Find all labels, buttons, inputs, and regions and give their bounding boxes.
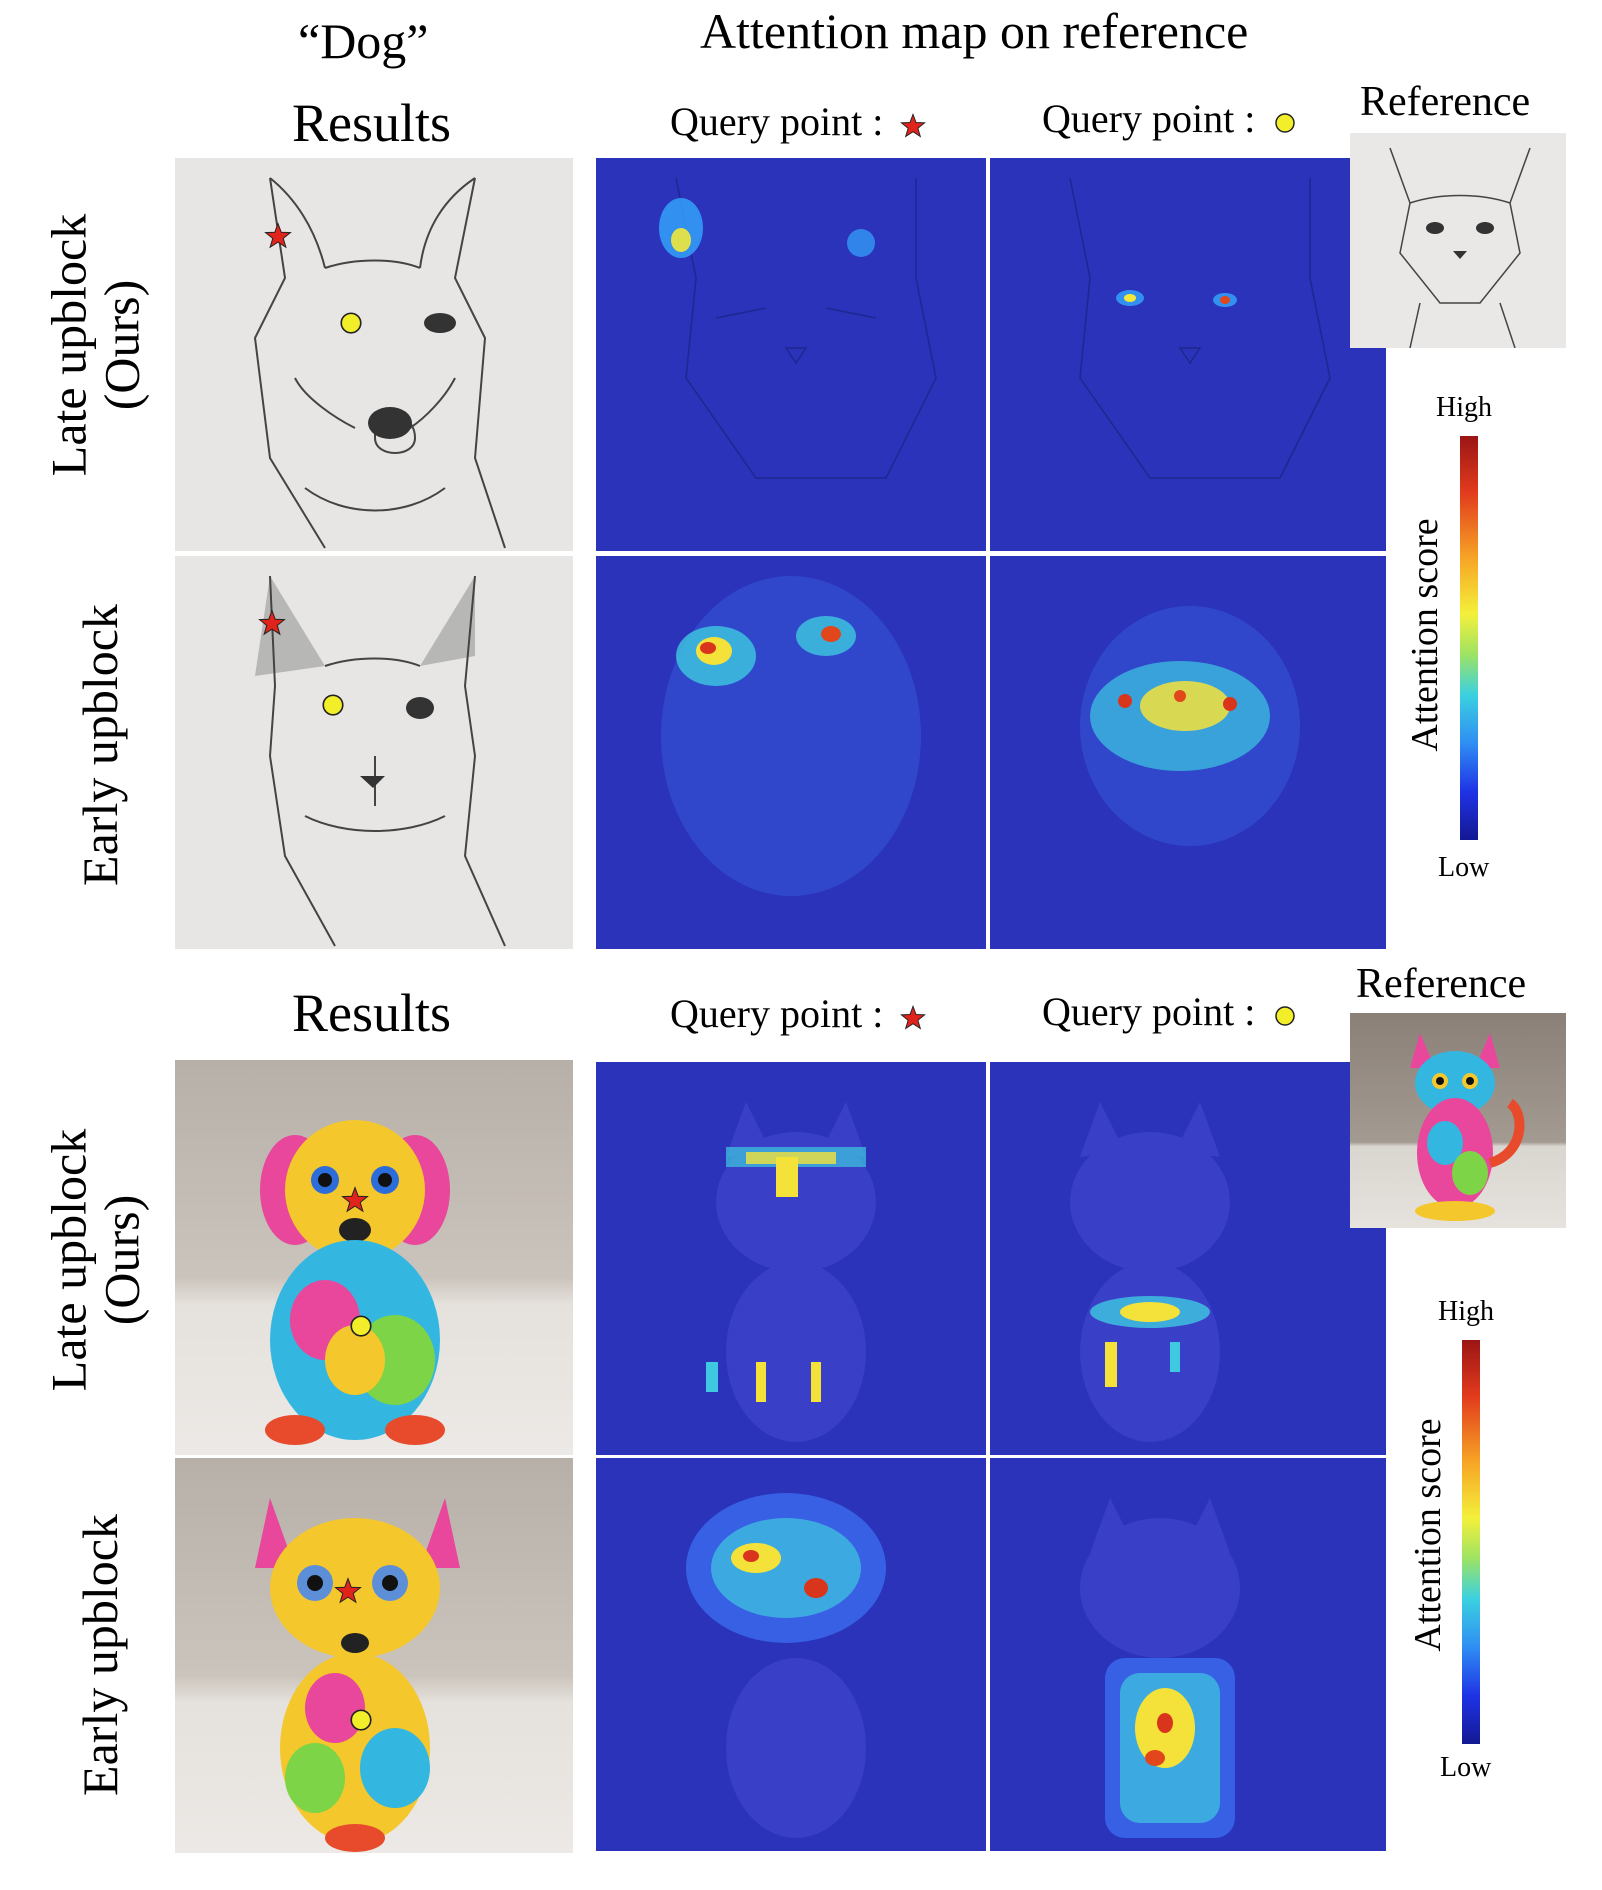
query-circle-label-bottom: Query point : [1042, 988, 1297, 1035]
star-marker-icon [264, 222, 292, 249]
star-marker-icon [341, 1186, 369, 1213]
reference-image-clay [1350, 1013, 1566, 1228]
attention-heatmap [1080, 606, 1300, 846]
query-star-label-bottom: Query point : [670, 990, 927, 1037]
reference-image-sketch [1350, 133, 1566, 348]
query-star-text: Query point : [670, 99, 884, 144]
result-image-late-sketch [175, 158, 573, 551]
attention-heatmap [1080, 1498, 1240, 1838]
dog-sketch-illustration [253, 177, 506, 549]
result-image-late-clay [175, 1060, 573, 1455]
query-star-text: Query point : [670, 991, 884, 1036]
attention-map-late-circle-top [990, 158, 1386, 551]
circle-marker-icon [340, 312, 362, 334]
circle-marker-icon [350, 1315, 372, 1337]
query-circle-text: Query point : [1042, 96, 1256, 141]
row-label-late-line2: (Ours) [93, 1194, 149, 1326]
circle-marker-icon [322, 694, 344, 716]
clay-cat-reference [1410, 1033, 1525, 1221]
results-label-bottom: Results [292, 983, 452, 1043]
row-label-early-top: Early upblock [71, 604, 128, 886]
attention-heatmap [661, 576, 921, 896]
row-label-late-bottom: Late upblock (Ours) [40, 1060, 150, 1460]
colorbar-bottom [1462, 1340, 1480, 1744]
result-image-early-sketch [175, 556, 573, 949]
colorbar-low-label-top: Low [1438, 852, 1490, 883]
star-marker-icon [258, 609, 286, 636]
query-star-label-top: Query point : [670, 98, 927, 145]
row-label-late-top: Late upblock (Ours) [40, 145, 150, 545]
circle-marker-icon [1275, 1006, 1296, 1026]
row-label-late-line2: (Ours) [93, 279, 149, 411]
colorbar-low-label-bottom: Low [1440, 1752, 1492, 1783]
result-image-early-clay [175, 1458, 573, 1853]
circle-marker-icon [350, 1709, 372, 1731]
row-label-late-line1: Late upblock [40, 213, 97, 477]
prompt-title: “Dog” [298, 13, 429, 69]
circle-marker-icon [1275, 113, 1296, 133]
attention-map-early-star-top [596, 556, 986, 949]
clay-dog-illustration [260, 1120, 450, 1445]
attention-heatmap [706, 1102, 876, 1442]
attention-map-title: Attention map on reference [700, 3, 1249, 59]
attention-map-late-star-top [596, 158, 986, 551]
query-circle-label-top: Query point : [1042, 95, 1297, 142]
results-label-top: Results [292, 93, 452, 153]
star-marker-icon [900, 1004, 927, 1030]
colorbar-title-bottom: Attention score [1407, 1418, 1449, 1652]
colorbar-high-label-bottom: High [1438, 1296, 1494, 1327]
clay-cat-illustration [255, 1498, 460, 1852]
star-marker-icon [334, 1577, 362, 1604]
attention-map-late-circle-bottom [990, 1062, 1386, 1455]
colorbar-top [1460, 436, 1478, 840]
attention-map-early-circle-top [990, 556, 1386, 949]
attention-heatmap [659, 177, 937, 479]
reference-label-top: Reference [1360, 79, 1531, 125]
attention-map-early-circle-bottom [990, 1458, 1386, 1851]
cat-sketch-reference [1389, 147, 1531, 348]
row-label-late-line1: Late upblock [40, 1128, 97, 1392]
attention-map-early-star-bottom [596, 1458, 986, 1851]
star-marker-icon [900, 112, 927, 138]
attention-heatmap [686, 1493, 886, 1838]
attention-map-late-star-bottom [596, 1062, 986, 1455]
reference-label-bottom: Reference [1356, 961, 1527, 1007]
row-label-early-bottom: Early upblock [71, 1514, 128, 1796]
attention-heatmap [1070, 1102, 1230, 1442]
colorbar-title-top: Attention score [1404, 518, 1446, 752]
colorbar-high-label-top: High [1436, 392, 1492, 423]
query-circle-text: Query point : [1042, 989, 1256, 1034]
cat-sketch-illustration [255, 575, 506, 947]
attention-heatmap [1069, 177, 1331, 479]
